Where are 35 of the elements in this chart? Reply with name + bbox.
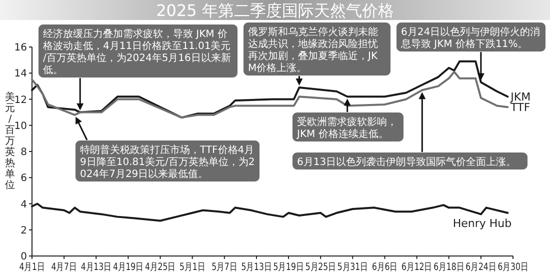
chart-title: 2025 年第二季度国际天然气价格 <box>156 1 394 20</box>
x-tick-label: 6月12日 <box>402 262 432 274</box>
x-tick-label: 6月24日 <box>466 262 496 274</box>
x-tick-label: 5月25日 <box>305 262 336 274</box>
y-tick-label: 16 <box>14 42 27 54</box>
annotation: 经济放缓压力叠加需求疲软，导致 JKM 价格波动走低，4月11日价格跌至11.01美元/百万英热单位，为2024年5月16日以来新低。 <box>42 28 231 76</box>
y-tick-label: 8 <box>20 147 27 158</box>
x-tick-label: 6月6日 <box>372 262 398 274</box>
x-tick-label: 5月31日 <box>337 262 368 274</box>
x-tick-label: 4月7日 <box>51 262 77 274</box>
annotation: 6月13日以色列袭击伊朗导致国际气价全面上涨。 <box>297 156 516 168</box>
x-tick-label: 5月1日 <box>180 262 206 274</box>
x-tick-label: 5月13日 <box>241 262 272 274</box>
x-tick-label: 6月18日 <box>434 262 464 274</box>
y-tick-label: 12 <box>14 94 27 106</box>
y-tick-label: 4 <box>20 199 27 210</box>
x-tick-label: 5月7日 <box>212 262 238 274</box>
x-tick-label: 4月1日 <box>19 262 45 274</box>
x-tick-label: 4月13日 <box>80 262 112 274</box>
y-tick-label: 6 <box>20 173 27 184</box>
x-tick-label: 6月30日 <box>498 262 528 274</box>
x-tick-label: 4月25日 <box>145 262 176 274</box>
series-label: Henry Hub <box>452 216 512 230</box>
y-tick-label: 10 <box>14 120 27 132</box>
x-tick-label: 4月19日 <box>112 262 144 274</box>
annotation: 特朗普关税政策打压市场，TTF价格4月9日降至10.81美元/百万英热单位，为2024年7月29日以来最低值。 <box>80 144 255 180</box>
annotation: 受欧洲需求疲软影响，JKM 价格连续走低。 <box>296 116 397 140</box>
text: 美元/百万英热单位 <box>5 92 15 191</box>
annotation: 俄罗斯和乌克兰停火谈判未能达成共识，地缘政治风险担忧再次加剧，叠加夏季临近，JKM价格上涨。 <box>248 26 378 74</box>
series-label: JKM <box>510 90 531 104</box>
y-tick-label: 0 <box>20 252 27 262</box>
y-tick-label: 2 <box>20 225 27 236</box>
x-tick-label: 5月19日 <box>273 262 304 274</box>
y-tick-label: 14 <box>14 68 27 80</box>
annotation: 6月24日以色列与伊朗停火的消息导致 JKM 价格下跌11%。 <box>400 26 540 50</box>
